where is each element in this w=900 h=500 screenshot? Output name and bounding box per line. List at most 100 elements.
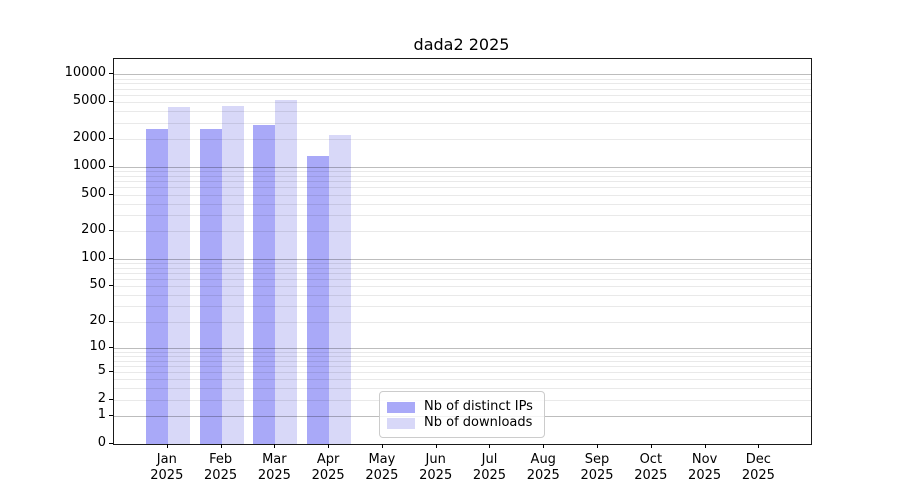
x-tick-mark xyxy=(274,444,276,448)
x-tick-label: Apr 2025 xyxy=(293,452,363,484)
y-tick-label: 10000 xyxy=(64,65,106,81)
x-tick-year: 2025 xyxy=(311,468,345,483)
x-tick-year: 2025 xyxy=(150,468,184,483)
bar-downloads-apr xyxy=(329,135,352,444)
x-tick-year: 2025 xyxy=(472,468,507,483)
plot-area xyxy=(113,58,812,445)
y-tick-label: 0 xyxy=(97,435,106,450)
gridline xyxy=(114,171,811,173)
chart-title: dada2 2025 xyxy=(413,35,510,54)
gridline xyxy=(114,83,811,85)
legend-item-distinct-ips: Nb of distinct IPs xyxy=(387,399,536,415)
y-tick-mark xyxy=(109,193,113,195)
x-tick-mark xyxy=(381,444,383,448)
x-tick-label: Oct 2025 xyxy=(616,452,686,484)
gridline xyxy=(114,203,811,205)
gridline xyxy=(114,102,811,104)
bar-distinct-ips-jan xyxy=(145,128,168,444)
gridline xyxy=(114,379,811,381)
y-tick-label: 2000 xyxy=(72,130,106,145)
y-tick-label: 10 xyxy=(89,338,106,354)
y-tick-mark xyxy=(109,398,113,400)
x-tick-mark xyxy=(220,444,222,448)
gridline xyxy=(114,365,811,367)
x-tick-label: Feb 2025 xyxy=(186,452,256,484)
y-tick-label: 500 xyxy=(81,185,106,201)
x-tick-year: 2025 xyxy=(526,468,560,483)
gridline xyxy=(114,194,811,196)
gridline xyxy=(114,372,811,374)
gridline xyxy=(114,88,811,90)
gridline xyxy=(114,355,811,357)
bar-downloads-mar xyxy=(275,100,298,444)
gridline xyxy=(114,286,811,288)
x-tick-label: Dec 2025 xyxy=(723,452,793,484)
y-tick-label: 2 xyxy=(97,390,106,406)
legend-label-downloads: Nb of downloads xyxy=(424,415,533,430)
x-tick-year: 2025 xyxy=(365,468,399,483)
bar-downloads-feb xyxy=(221,105,244,444)
y-tick-label: 1000 xyxy=(72,157,106,173)
legend-label-distinct-ips: Nb of distinct IPs xyxy=(424,399,533,414)
bar-distinct-ips-feb xyxy=(199,129,222,444)
gridline xyxy=(114,139,811,140)
y-tick-mark xyxy=(109,257,113,259)
x-tick-year: 2025 xyxy=(204,468,238,483)
y-tick-mark xyxy=(109,138,113,139)
x-tick-mark xyxy=(597,444,599,448)
gridline xyxy=(114,279,811,281)
y-tick-mark xyxy=(109,230,113,232)
legend-item-downloads: Nb of downloads xyxy=(387,415,536,431)
gridline xyxy=(114,78,811,80)
gridline xyxy=(114,122,811,124)
gridline xyxy=(114,215,811,217)
y-tick-label: 50 xyxy=(89,277,106,293)
x-tick-label: Aug 2025 xyxy=(508,452,578,484)
gridline xyxy=(114,231,811,233)
gridline xyxy=(114,74,811,76)
gridline xyxy=(114,295,811,296)
bar-distinct-ips-apr xyxy=(307,156,330,444)
y-tick-mark xyxy=(109,346,113,348)
x-tick-mark xyxy=(704,444,706,448)
gridline xyxy=(114,111,811,113)
bar-distinct-ips-mar xyxy=(253,124,276,444)
y-tick-mark xyxy=(109,73,113,75)
gridline xyxy=(114,267,811,269)
x-tick-mark xyxy=(435,444,437,448)
x-tick-mark xyxy=(650,444,652,448)
x-tick-label: Jun 2025 xyxy=(401,452,471,484)
gridline xyxy=(114,263,811,264)
x-tick-mark xyxy=(489,444,491,448)
gridline xyxy=(114,347,811,349)
gridline xyxy=(114,166,811,168)
x-tick-label: Nov 2025 xyxy=(670,452,740,484)
y-tick-mark xyxy=(109,443,113,444)
gridline xyxy=(114,388,811,390)
y-tick-mark xyxy=(109,101,113,103)
x-tick-label: Sep 2025 xyxy=(562,452,632,484)
y-tick-label: 5000 xyxy=(72,93,106,109)
gridline xyxy=(114,351,811,353)
x-tick-mark xyxy=(758,444,760,448)
x-tick-year: 2025 xyxy=(634,468,668,483)
y-tick-label: 1 xyxy=(97,407,106,423)
x-tick-label: Jul 2025 xyxy=(454,452,524,484)
x-tick-mark xyxy=(166,444,168,448)
gridline xyxy=(114,360,811,362)
gridline xyxy=(114,272,811,274)
gridline xyxy=(114,94,811,96)
y-tick-mark xyxy=(109,415,113,417)
legend-swatch-distinct-ips xyxy=(387,401,415,413)
y-tick-mark xyxy=(109,320,113,322)
gridline xyxy=(114,321,811,323)
x-tick-year: 2025 xyxy=(419,468,453,483)
y-tick-mark xyxy=(109,165,113,167)
y-tick-label: 200 xyxy=(81,222,106,238)
bar-downloads-jan xyxy=(167,106,190,444)
gridline xyxy=(114,181,811,183)
y-tick-mark xyxy=(109,371,113,373)
x-tick-label: Mar 2025 xyxy=(239,452,309,484)
x-tick-year: 2025 xyxy=(580,468,614,483)
